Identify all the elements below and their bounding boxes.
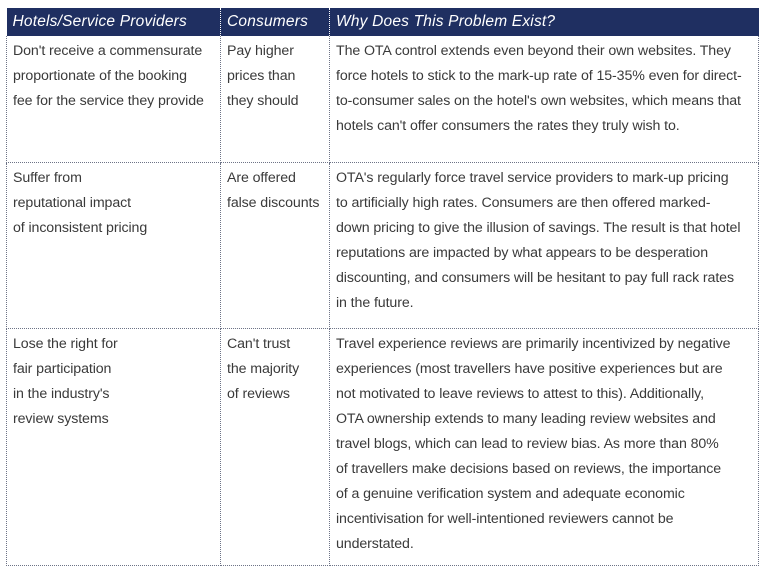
problem-table: Hotels/Service Providers Consumers Why D… [6,8,759,566]
table-row: Don't receive a commensurate proportiona… [6,36,759,163]
table-row: Suffer from reputational impact of incon… [6,162,759,329]
cell-explanation: The OTA control extends even beyond thei… [329,36,759,163]
cell-explanation: Travel experience reviews are primarily … [329,328,759,566]
cell-provider-impact: Suffer from reputational impact of incon… [6,162,221,329]
cell-provider-impact: Don't receive a commensurate proportiona… [6,36,221,163]
table-row: Lose the right for fair participation in… [6,328,759,566]
cell-explanation: OTA's regularly force travel service pro… [329,162,759,329]
cell-consumer-impact: Pay higher prices than they should [220,36,330,163]
header-consumers: Consumers [220,8,330,36]
header-hotels-service-providers: Hotels/Service Providers [6,8,221,36]
cell-consumer-impact: Can't trust the majority of reviews [220,328,330,566]
header-row: Hotels/Service Providers Consumers Why D… [6,8,759,36]
header-why-problem-exists: Why Does This Problem Exist? [329,8,759,36]
cell-consumer-impact: Are offered false discounts [220,162,330,329]
cell-provider-impact: Lose the right for fair participation in… [6,328,221,566]
